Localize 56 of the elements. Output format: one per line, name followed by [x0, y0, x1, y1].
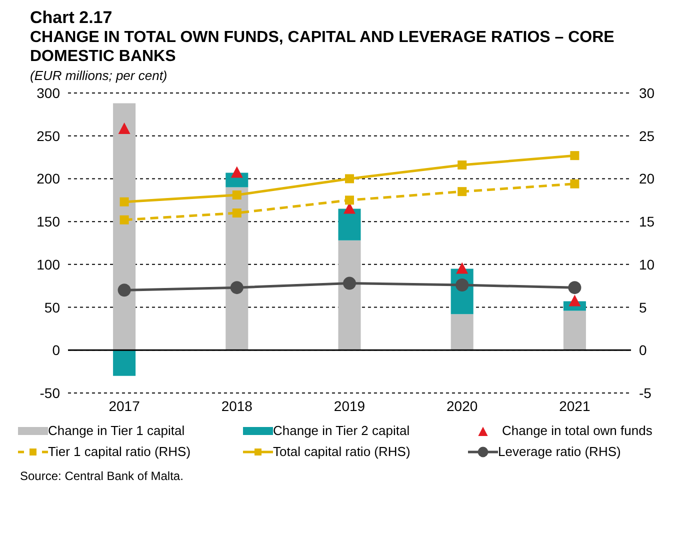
bar [113, 350, 136, 376]
x-tick-label: 2020 [446, 398, 478, 414]
y2-tick-label: 5 [639, 299, 647, 316]
legend-label: Leverage ratio (RHS) [498, 444, 621, 459]
x-tick-label: 2021 [559, 398, 590, 414]
y2-tick-label: 15 [639, 214, 655, 230]
point [568, 294, 581, 306]
point [345, 196, 354, 205]
y2-tick-label: -5 [639, 384, 652, 401]
point [570, 179, 580, 188]
point [458, 160, 467, 170]
y-tick-label: -50 [40, 384, 60, 401]
y-tick-label: 150 [36, 214, 60, 230]
point [120, 215, 129, 224]
point [345, 174, 354, 184]
bar [563, 310, 586, 350]
point [118, 284, 131, 297]
legend-label: Change in total own funds [502, 423, 652, 438]
y-tick-label: 200 [36, 170, 60, 187]
point [568, 281, 582, 294]
legend-label: Change in Tier 1 capital [48, 423, 185, 438]
x-tick-label: 2018 [221, 398, 253, 414]
point [570, 151, 580, 160]
y-tick-label: 50 [44, 299, 60, 316]
y2-tick-label: 0 [639, 342, 647, 358]
bar [226, 187, 248, 350]
bar [338, 240, 361, 350]
x-tick-label: 2017 [108, 398, 140, 414]
point [456, 262, 468, 274]
legend-label: Change in Tier 2 capital [273, 423, 410, 438]
y2-tick-label: 30 [639, 84, 655, 101]
legend-label: Total capital ratio (RHS) [273, 444, 410, 459]
legend-label: Tier 1 capital ratio (RHS) [48, 444, 191, 459]
point [118, 122, 130, 134]
y-tick-label: 100 [36, 256, 60, 272]
source-note: Source: Central Bank of Malta. [20, 469, 184, 483]
bar [450, 314, 474, 350]
chart-title: CHANGE IN TOTAL OWN FUNDS, CAPITAL AND LEVERAGE RATIOS – CORE DOMESTIC BANKS [30, 28, 616, 66]
bar [113, 103, 136, 350]
bar [338, 208, 361, 240]
y-tick-label: 0 [52, 342, 60, 358]
point [232, 208, 242, 218]
y2-tick-label: 25 [639, 128, 655, 144]
chart-subtitle: (EUR millions; per cent) [30, 68, 168, 83]
y2-tick-label: 20 [639, 170, 655, 187]
point [230, 166, 243, 178]
point [120, 197, 129, 206]
point [230, 281, 244, 294]
y-tick-label: 250 [36, 128, 60, 144]
y-tick-label: 300 [36, 84, 60, 101]
caption: Chart 2.17 [30, 8, 114, 28]
y2-tick-label: 10 [639, 256, 655, 272]
x-tick-label: 2019 [334, 398, 366, 414]
point [343, 276, 356, 290]
point [232, 190, 242, 200]
point [458, 187, 467, 196]
